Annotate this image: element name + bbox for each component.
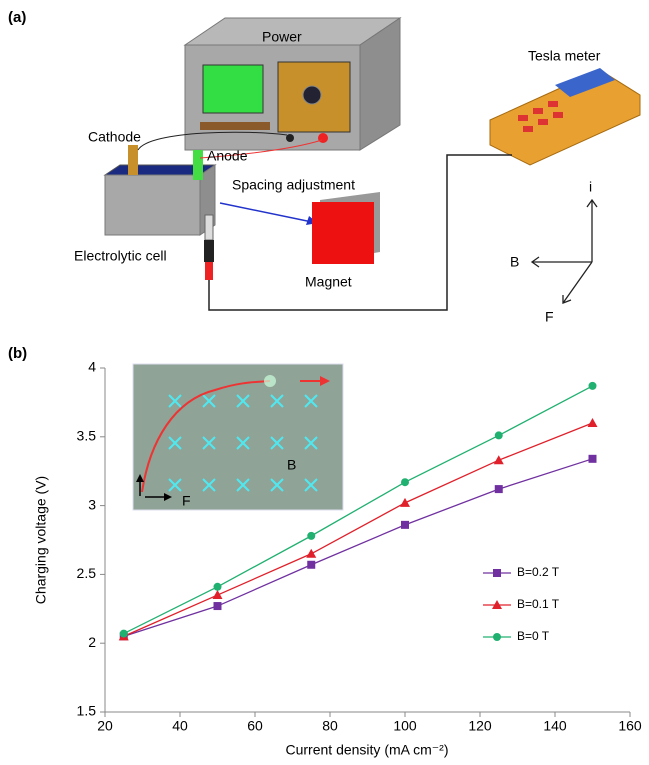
marker — [495, 485, 503, 493]
marker — [400, 498, 410, 507]
label: Anode — [207, 148, 248, 164]
marker — [588, 418, 598, 427]
label: Tesla meter — [528, 48, 601, 64]
x-tick-label: 160 — [618, 718, 642, 734]
marker — [307, 532, 315, 540]
marker — [589, 455, 597, 463]
inset-photo — [133, 364, 343, 510]
marker — [214, 602, 222, 610]
x-tick-label: 120 — [468, 718, 492, 734]
legend-label: B=0 T — [517, 629, 550, 643]
marker — [494, 455, 504, 464]
inset-label: F — [182, 493, 191, 509]
y-tick-label: 2.5 — [77, 565, 97, 581]
marker — [213, 590, 223, 599]
y-tick-label: 4 — [88, 359, 96, 375]
y-tick-label: 3 — [88, 496, 96, 512]
legend-label: B=0.2 T — [517, 565, 560, 579]
y-axis-label: Charging voltage (V) — [33, 476, 49, 604]
legend-marker — [493, 633, 501, 641]
marker — [401, 521, 409, 529]
y-tick-label: 2 — [88, 634, 96, 650]
x-tick-label: 20 — [97, 718, 113, 734]
x-tick-label: 100 — [393, 718, 417, 734]
marker — [307, 561, 315, 569]
label: Magnet — [305, 274, 352, 290]
x-tick-label: 140 — [543, 718, 567, 734]
marker — [120, 630, 128, 638]
marker — [306, 549, 316, 558]
y-tick-label: 3.5 — [77, 428, 97, 444]
label: i — [589, 179, 592, 195]
y-tick-label: 1.5 — [77, 703, 97, 719]
x-tick-label: 40 — [172, 718, 188, 734]
marker — [495, 431, 503, 439]
figure: (a) Power Tesla meter Cathode Anode Spac… — [0, 0, 649, 765]
legend-label: B=0.1 T — [517, 597, 560, 611]
label: B — [510, 254, 519, 270]
x-tick-label: 80 — [322, 718, 338, 734]
legend-marker — [493, 569, 501, 577]
x-axis-label: Current density (mA cm⁻²) — [286, 742, 449, 758]
label: Power — [262, 29, 302, 45]
marker — [401, 478, 409, 486]
marker — [589, 382, 597, 390]
marker — [214, 583, 222, 591]
label: Cathode — [88, 129, 141, 145]
panel-label: (b) — [8, 345, 27, 362]
panel-label: (a) — [8, 9, 26, 26]
label: Spacing adjustment — [232, 177, 355, 193]
inset-label: B — [287, 457, 296, 473]
x-tick-label: 60 — [247, 718, 263, 734]
label: F — [545, 309, 554, 325]
label: Electrolytic cell — [74, 248, 167, 264]
